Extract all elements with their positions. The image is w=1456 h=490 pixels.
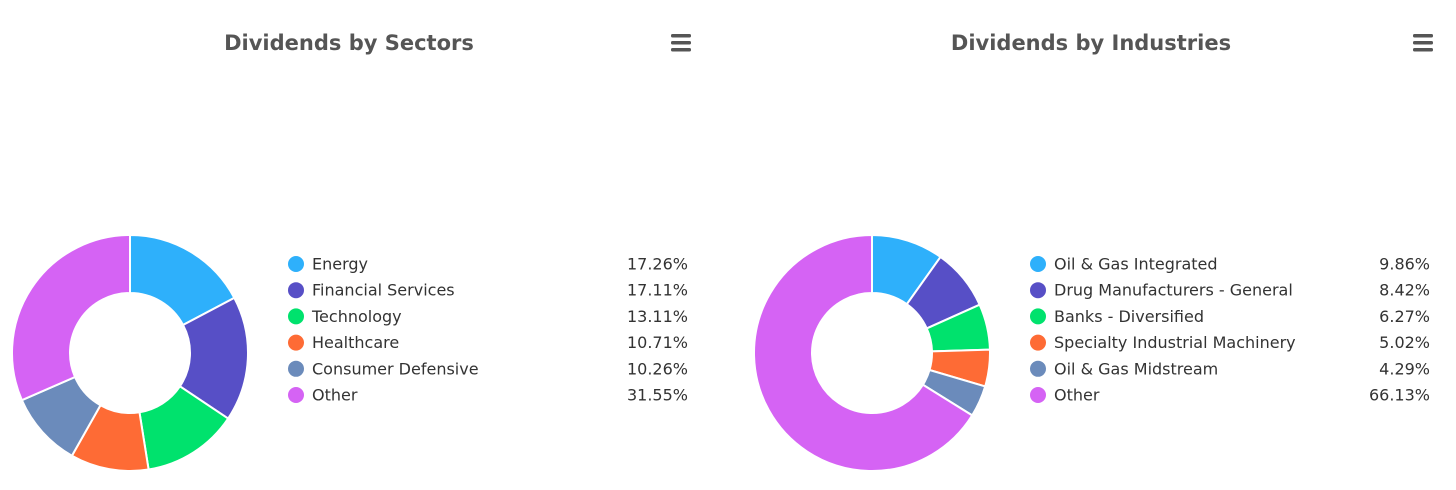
legend-label: Healthcare bbox=[312, 333, 399, 352]
legend-value: 17.26% bbox=[627, 255, 688, 274]
donut-slice bbox=[178, 296, 249, 420]
legend-marker bbox=[1030, 360, 1046, 377]
legend-marker bbox=[288, 360, 304, 377]
legend-marker bbox=[288, 334, 304, 351]
legend-label: Specialty Industrial Machinery bbox=[1054, 333, 1296, 352]
legend-value: 5.02% bbox=[1379, 333, 1430, 352]
menu-button[interactable] bbox=[671, 34, 691, 52]
menu-button[interactable] bbox=[1413, 34, 1433, 52]
legend-label: Consumer Defensive bbox=[312, 359, 479, 378]
legend-marker bbox=[1030, 334, 1046, 351]
legend-label: Financial Services bbox=[312, 281, 455, 300]
legend-value: 8.42% bbox=[1379, 281, 1430, 300]
legend-value: 4.29% bbox=[1379, 359, 1430, 378]
legend-marker bbox=[288, 256, 304, 272]
legend-value: 10.26% bbox=[627, 359, 688, 378]
legend-label: Energy bbox=[312, 255, 368, 274]
legend-value: 31.55% bbox=[627, 386, 688, 405]
legend-label: Oil & Gas Integrated bbox=[1054, 255, 1218, 274]
legend-label: Other bbox=[312, 386, 358, 405]
legend-label: Drug Manufacturers - General bbox=[1054, 281, 1293, 300]
legend-label: Other bbox=[1054, 386, 1100, 405]
legend-marker bbox=[1030, 282, 1046, 299]
chart-title: Dividends by Industries bbox=[951, 31, 1231, 55]
chart-title: Dividends by Sectors bbox=[224, 31, 474, 55]
donut-slice bbox=[11, 233, 131, 402]
legend-label: Oil & Gas Midstream bbox=[1054, 359, 1218, 378]
legend-label: Banks - Diversified bbox=[1054, 307, 1204, 326]
legend-marker bbox=[1030, 256, 1046, 272]
legend-marker bbox=[1030, 308, 1046, 325]
legend-value: 17.11% bbox=[627, 281, 688, 300]
legend-label: Technology bbox=[311, 307, 402, 326]
legend-marker bbox=[288, 282, 304, 299]
legend-marker bbox=[1030, 387, 1046, 403]
legend-value: 10.71% bbox=[627, 333, 688, 352]
legend-value: 13.11% bbox=[627, 307, 688, 326]
legend-marker bbox=[288, 387, 304, 403]
legend-marker bbox=[288, 308, 304, 325]
legend-value: 6.27% bbox=[1379, 307, 1430, 326]
legend-value: 66.13% bbox=[1369, 386, 1430, 405]
donut-slice bbox=[753, 233, 974, 472]
legend-value: 9.86% bbox=[1379, 255, 1430, 274]
